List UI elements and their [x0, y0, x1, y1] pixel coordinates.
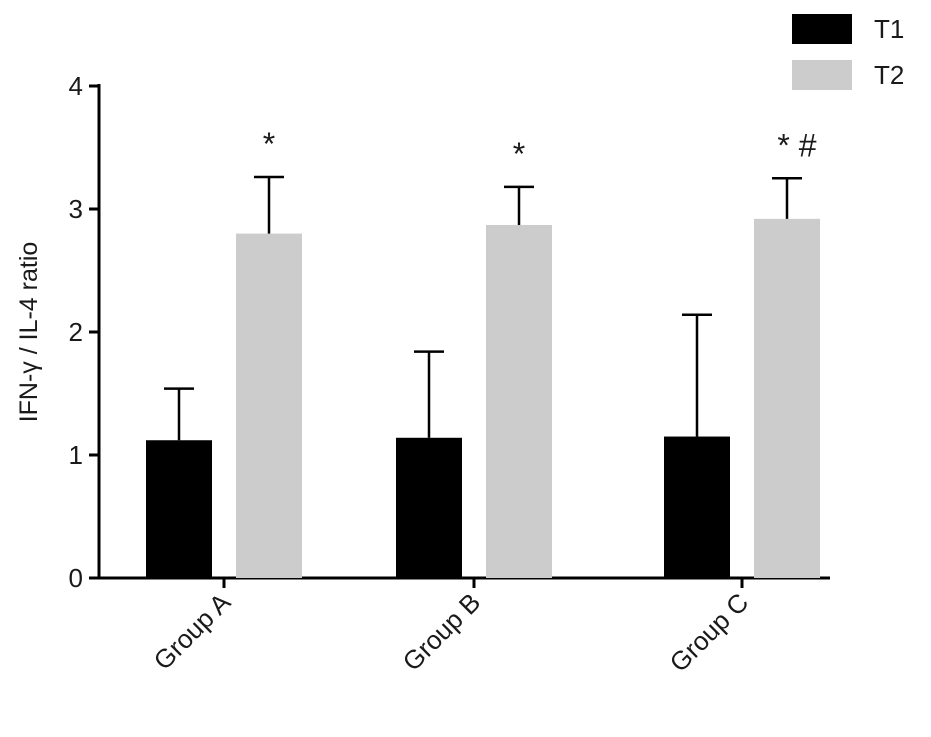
x-tick-label: Group C — [664, 587, 755, 678]
x-tick-label: Group B — [397, 587, 487, 677]
y-tick-label: 4 — [69, 71, 83, 101]
y-tick-label: 3 — [69, 194, 83, 224]
bar-t1-group-a — [146, 440, 212, 578]
x-tick-label: Group A — [148, 587, 237, 676]
significance-marker: * # — [777, 127, 816, 163]
legend-label-t2: T2 — [874, 60, 904, 90]
significance-marker: * — [263, 126, 275, 162]
bar-t2-group-b — [486, 224, 552, 579]
legend-swatch-t1 — [792, 14, 852, 44]
y-axis-title: IFN-γ / IL-4 ratio — [15, 242, 43, 423]
legend: T1 T2 — [792, 14, 904, 90]
y-tick-label: 2 — [69, 317, 83, 347]
y-tick-label: 0 — [69, 563, 83, 593]
x-axis: Group A Group B Group C — [99, 576, 830, 678]
y-axis: 0 1 2 3 4 — [69, 71, 101, 593]
legend-label-t1: T1 — [874, 14, 904, 44]
bars-layer — [146, 218, 820, 579]
significance-marker: * — [513, 136, 525, 172]
bar-t2-group-a — [236, 233, 302, 578]
bar-t1-group-b — [396, 437, 462, 578]
error-bars-layer — [164, 175, 802, 441]
annotations-layer: * * * # — [263, 126, 817, 172]
bar-t2-group-c — [754, 218, 820, 578]
y-tick-label: 1 — [69, 440, 83, 470]
bar-t1-group-c — [664, 436, 730, 578]
legend-swatch-t2 — [792, 60, 852, 90]
